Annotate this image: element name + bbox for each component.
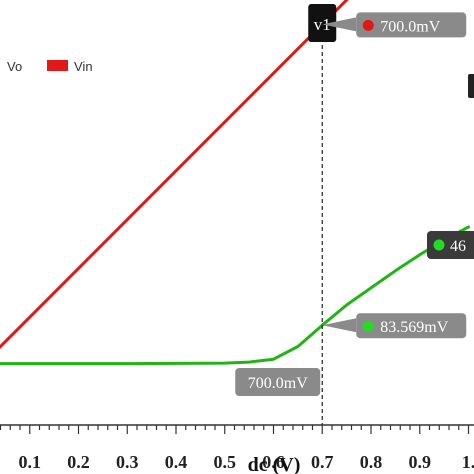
cursor-group: v1 700.0mV 83.569mV 46 700.0mV — [235, 4, 474, 425]
series-line-vin — [0, 0, 349, 350]
marker-pointer — [322, 318, 357, 333]
x-axis-label: dc (V) — [248, 454, 301, 474]
x-tick-label: 0.8 — [360, 452, 383, 472]
marker-bubble — [356, 313, 467, 339]
marker-value: 700.0mV — [380, 18, 440, 35]
x-tick-label: 0.3 — [116, 452, 139, 472]
extra-marker-bubble — [427, 231, 474, 259]
marker-dot — [362, 320, 374, 332]
x-tick-label: 0.1 — [19, 452, 42, 472]
x-tick-label: 0.4 — [165, 452, 188, 472]
x-tick-label: 1. — [462, 452, 474, 472]
x-tick-label: 0.5 — [214, 452, 237, 472]
x-tick-label: 0.7 — [311, 452, 334, 472]
legend-label-vo: Vo — [7, 59, 22, 74]
cursor-x-readout-box — [235, 368, 321, 396]
x-tick-label: 0.2 — [67, 452, 90, 472]
legend-label-vin: Vin — [74, 59, 93, 74]
cursor-label: v1 — [314, 15, 331, 34]
extra-marker-value: 46 — [450, 238, 466, 255]
x-axis: 0.1 0.2 0.3 0.4 0.5 0.6 0.7 0.8 0.9 1. dc (V) — [0, 424, 474, 474]
x-tick-label: 0.9 — [409, 452, 432, 472]
cursor-label-box — [308, 4, 337, 42]
x-tick-label: 0.6 — [262, 452, 285, 472]
marker-bubble — [356, 12, 467, 38]
marker-dot — [362, 19, 374, 31]
series-group — [0, 0, 470, 366]
marker-value: 83.569mV — [380, 319, 448, 336]
series-line-vo — [0, 225, 470, 366]
extra-marker-dot — [433, 239, 445, 251]
legend-swatch-vin — [47, 60, 68, 71]
marker-pointer — [322, 17, 357, 32]
cursor-x-readout: 700.0mV — [248, 375, 308, 392]
side-tab — [468, 74, 474, 98]
legend: Vo Vin — [7, 59, 93, 74]
